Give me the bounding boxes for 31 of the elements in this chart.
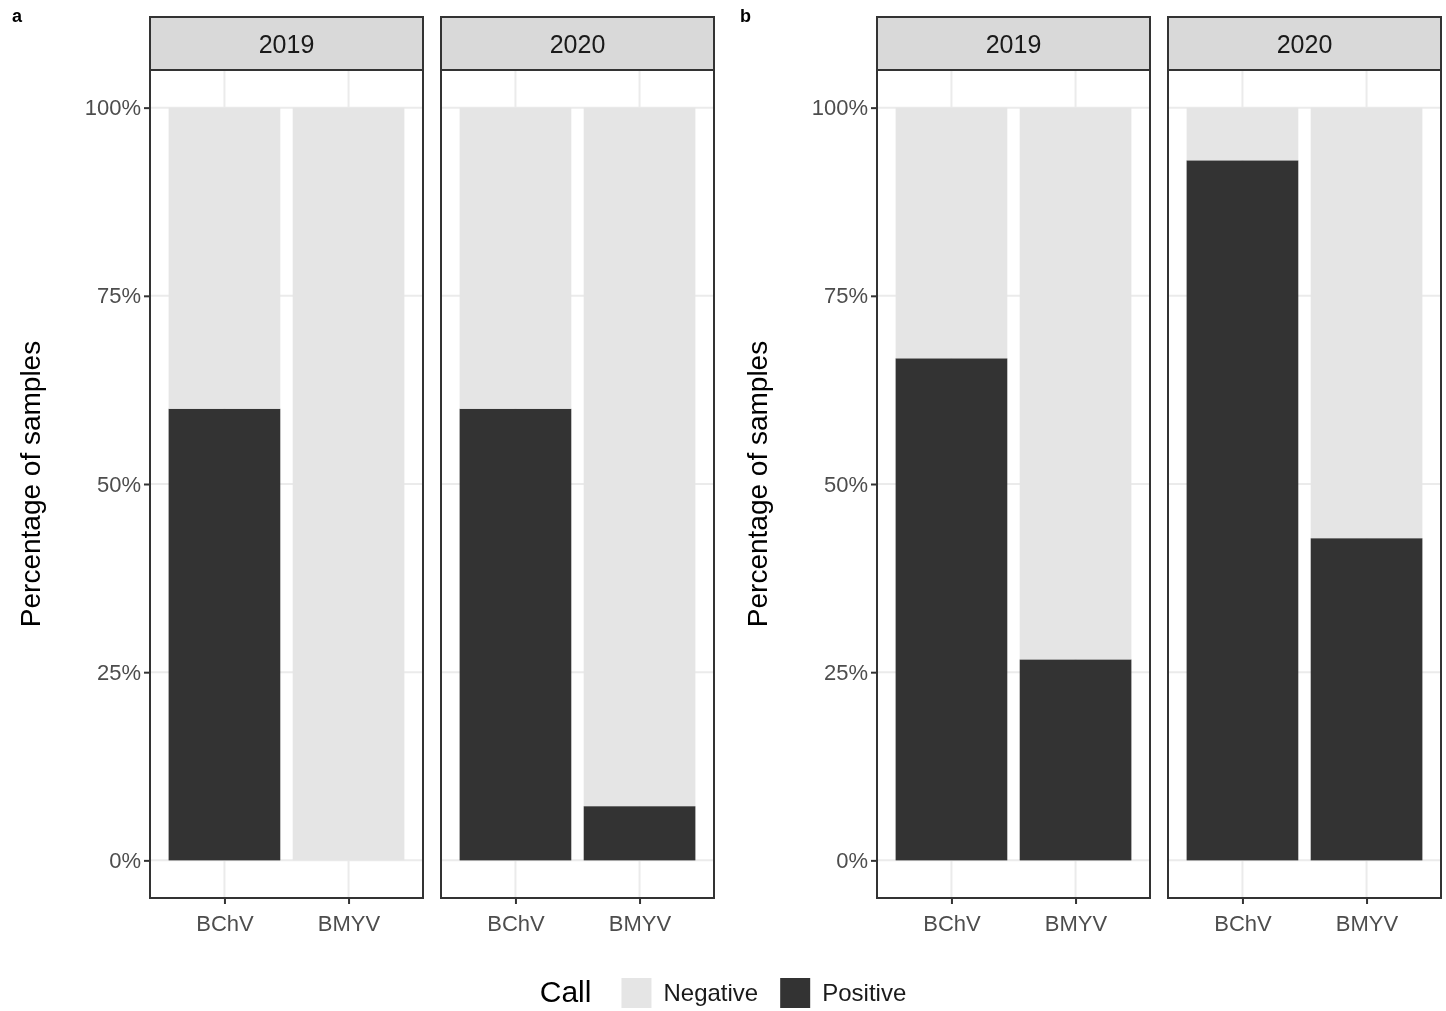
bar bbox=[895, 358, 1008, 861]
y-tick-label: 100% bbox=[811, 95, 868, 121]
x-tick-label: BMYV bbox=[1044, 911, 1108, 937]
x-tick-label: BMYV bbox=[317, 911, 381, 937]
x-tick-label: BChV bbox=[923, 911, 982, 937]
x-tick-label: BChV bbox=[196, 911, 255, 937]
chart-title: 2020 bbox=[1276, 29, 1333, 58]
y-axis-title: Percentage of samples bbox=[742, 340, 773, 628]
x-tick-label: BChV bbox=[1214, 911, 1273, 937]
y-tick-label: 50% bbox=[96, 471, 141, 497]
x-tick-label: BMYV bbox=[608, 911, 672, 937]
bar bbox=[1019, 659, 1132, 861]
legend-label: Negative bbox=[663, 979, 759, 1006]
y-tick-label: 0% bbox=[836, 847, 868, 873]
x-tick-label: BChV bbox=[487, 911, 546, 937]
chart-title: 2019 bbox=[985, 29, 1042, 58]
text: a bbox=[12, 6, 23, 26]
y-tick-label: 100% bbox=[84, 95, 141, 121]
x-tick-label: BMYV bbox=[1335, 911, 1399, 937]
y-tick-label: 75% bbox=[96, 283, 141, 309]
y-tick-label: 25% bbox=[96, 659, 141, 685]
legend-label: Positive bbox=[822, 979, 907, 1006]
y-tick-label: 75% bbox=[823, 283, 868, 309]
y-tick-label: 0% bbox=[109, 847, 141, 873]
y-tick-label: 25% bbox=[823, 659, 868, 685]
legend-title: Call bbox=[539, 975, 592, 1008]
y-axis-title: Percentage of samples bbox=[15, 340, 46, 628]
chart-title: 2019 bbox=[258, 29, 315, 58]
text: b bbox=[740, 6, 751, 26]
y-tick-label: 50% bbox=[823, 471, 868, 497]
chart-title: 2020 bbox=[549, 29, 606, 58]
